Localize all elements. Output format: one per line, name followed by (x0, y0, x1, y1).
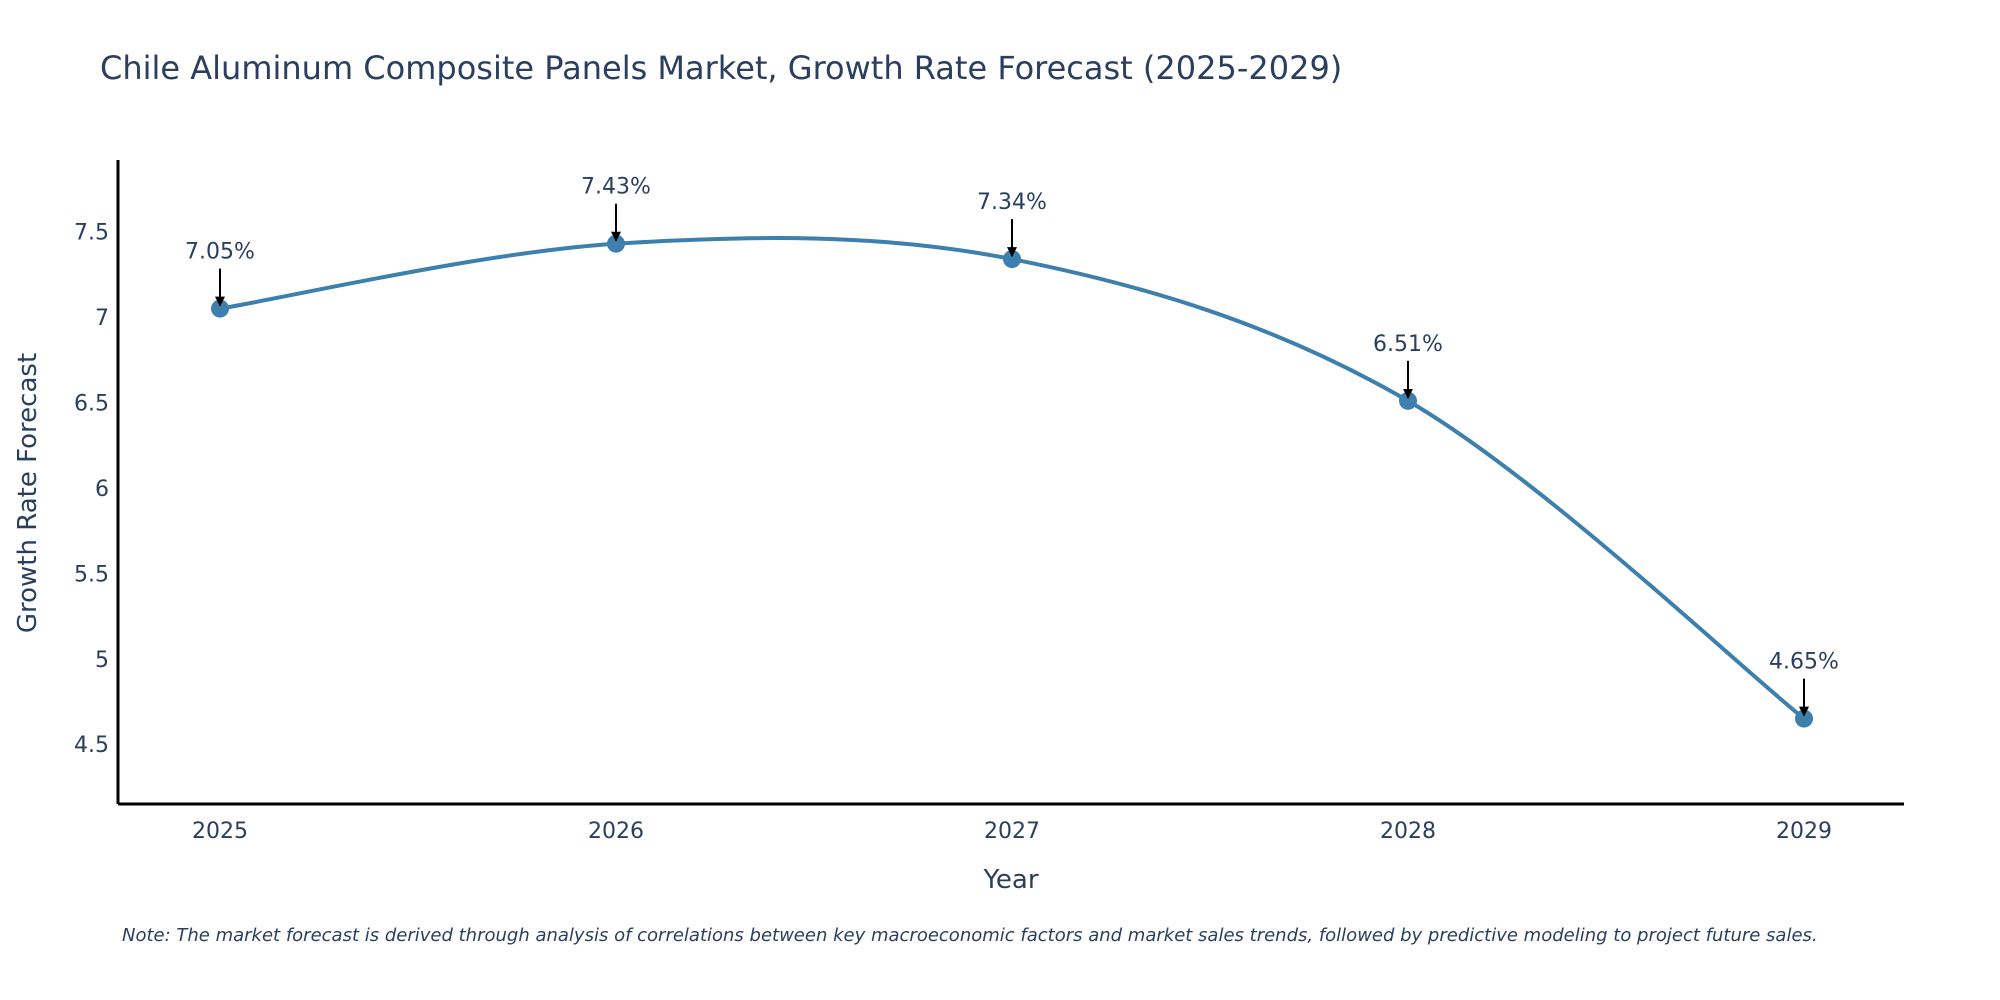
y-tick-label: 7.5 (74, 221, 109, 246)
series-points (211, 234, 1813, 728)
y-tick-label: 7 (95, 306, 109, 331)
x-tick-label: 2027 (984, 819, 1040, 844)
series-line (218, 236, 1806, 721)
x-axis-ticks: 2025 2026 2027 2028 2029 (192, 819, 1832, 844)
y-tick-label: 6 (95, 477, 109, 502)
y-tick-label: 4.5 (74, 733, 109, 758)
x-tick-label: 2029 (1776, 819, 1832, 844)
y-tick-label: 5 (95, 648, 109, 673)
y-axis-title: Growth Rate Forecast (13, 353, 43, 633)
data-label: 6.51% (1373, 332, 1443, 357)
data-labels: 7.05% 7.43% 7.34% 6.51% 4.65% (185, 175, 1839, 717)
y-tick-label: 6.5 (74, 392, 109, 417)
series-lines (218, 236, 1806, 721)
y-tick-label: 5.5 (74, 562, 109, 587)
data-label: 4.65% (1769, 650, 1839, 675)
data-label: 7.34% (977, 190, 1047, 215)
data-label: 7.05% (185, 240, 255, 265)
x-tick-label: 2025 (192, 819, 248, 844)
chart-title: Chile Aluminum Composite Panels Market, … (100, 49, 1342, 87)
data-label: 7.43% (581, 175, 651, 200)
axes (116, 160, 1904, 806)
x-tick-label: 2028 (1380, 819, 1436, 844)
y-axis-ticks: 4.5 5 5.5 6 6.5 7 7.5 (74, 221, 109, 758)
x-tick-label: 2026 (588, 819, 644, 844)
x-axis-title: Year (982, 865, 1038, 895)
chart-note: Note: The market forecast is derived thr… (122, 925, 1818, 946)
